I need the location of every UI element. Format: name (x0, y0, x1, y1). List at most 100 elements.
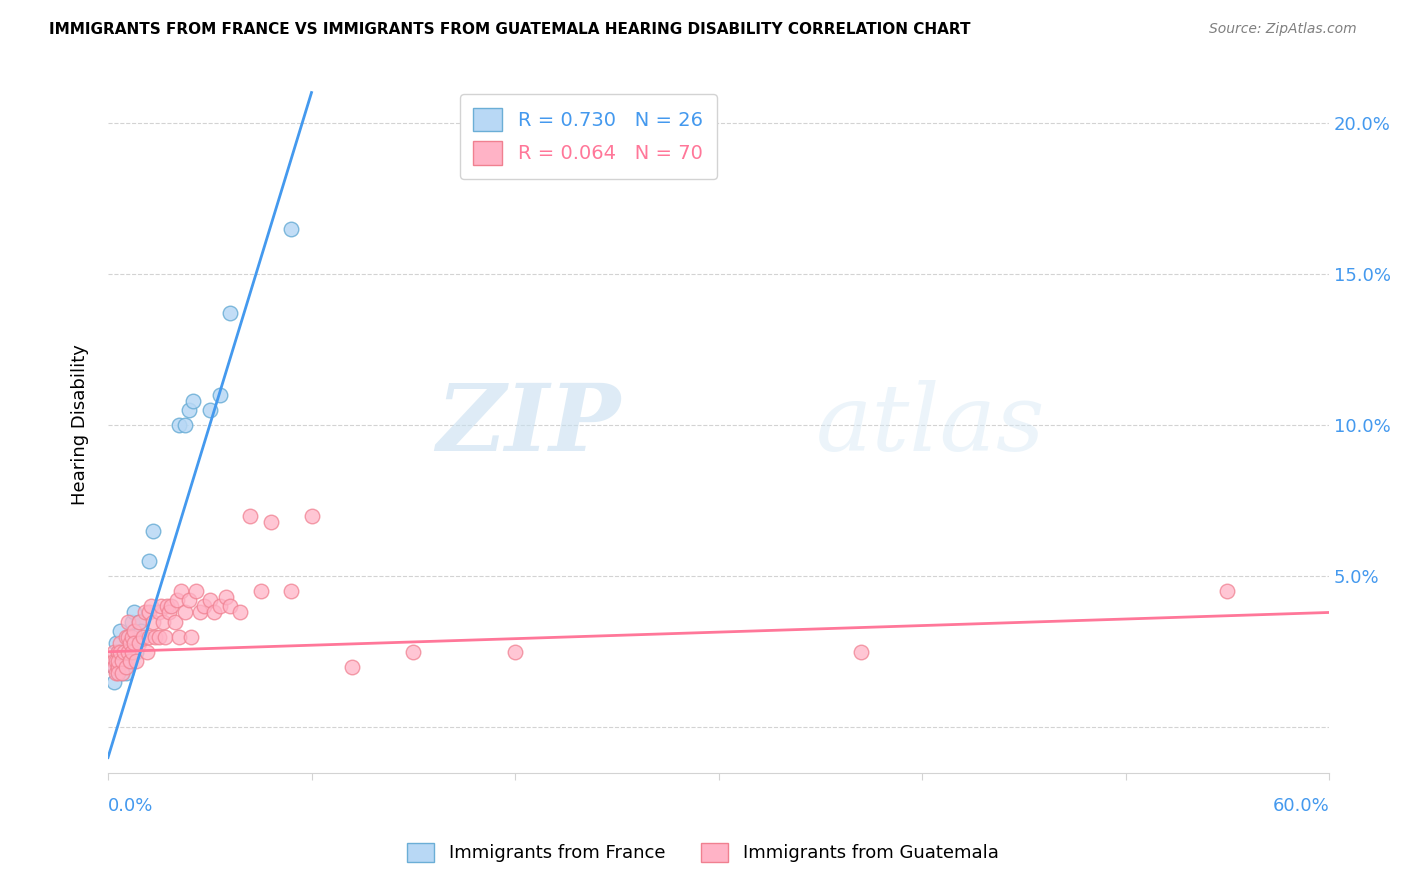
Point (105, 665, 128, 680)
Point (115, 665, 138, 680)
Point (249, 584, 271, 599)
Point (103, 660, 125, 674)
Legend: Immigrants from France, Immigrants from Guatemala: Immigrants from France, Immigrants from … (399, 836, 1007, 870)
Point (180, 630, 202, 644)
Point (148, 606, 170, 620)
Point (107, 665, 129, 680)
Point (135, 645, 157, 659)
Point (193, 599, 215, 614)
Point (129, 624, 152, 638)
Point (202, 606, 225, 620)
Point (301, 508, 323, 523)
Point (121, 645, 143, 659)
Y-axis label: Hearing Disability: Hearing Disability (72, 344, 89, 506)
Point (156, 599, 179, 614)
Point (342, 660, 364, 674)
Point (131, 630, 153, 644)
Point (157, 606, 180, 620)
Point (280, 221, 302, 235)
Point (260, 515, 283, 529)
Point (138, 554, 160, 568)
Point (165, 615, 187, 629)
Point (142, 524, 165, 538)
Point (117, 630, 139, 644)
Point (121, 615, 143, 629)
Point (184, 584, 207, 599)
Point (108, 645, 131, 659)
Text: atlas: atlas (817, 380, 1046, 470)
Point (124, 606, 146, 620)
Point (174, 418, 197, 433)
Point (125, 654, 148, 668)
Point (153, 630, 176, 644)
Text: 0.0%: 0.0% (108, 797, 153, 815)
Point (108, 636, 131, 650)
Point (219, 599, 242, 614)
Point (117, 615, 139, 629)
Point (120, 636, 142, 650)
Point (143, 630, 166, 644)
Point (160, 599, 183, 614)
Text: ZIP: ZIP (437, 380, 621, 470)
Point (179, 403, 201, 417)
Text: IMMIGRANTS FROM FRANCE VS IMMIGRANTS FROM GUATEMALA HEARING DISABILITY CORRELATI: IMMIGRANTS FROM FRANCE VS IMMIGRANTS FRO… (49, 22, 970, 37)
Point (167, 418, 190, 433)
Point (1216, 584, 1239, 599)
Point (125, 645, 148, 659)
Point (188, 606, 211, 620)
Point (402, 645, 425, 659)
Point (111, 665, 134, 680)
Point (149, 599, 172, 614)
Point (103, 660, 125, 674)
Point (183, 393, 205, 408)
Point (215, 591, 238, 605)
Point (208, 388, 231, 402)
Point (198, 403, 221, 417)
Text: 60.0%: 60.0% (1272, 797, 1329, 815)
Point (128, 615, 150, 629)
Point (120, 654, 142, 668)
Point (107, 645, 129, 659)
Legend: R = 0.730   N = 26, R = 0.064   N = 70: R = 0.730 N = 26, R = 0.064 N = 70 (460, 95, 717, 178)
Point (138, 630, 160, 644)
Point (152, 615, 174, 629)
Point (179, 593, 201, 607)
Point (166, 593, 188, 607)
Point (239, 508, 262, 523)
Point (167, 630, 190, 644)
Point (105, 654, 128, 668)
Point (107, 645, 129, 659)
Point (108, 624, 131, 638)
Point (103, 645, 125, 659)
Point (174, 606, 197, 620)
Point (107, 654, 129, 668)
Point (103, 675, 125, 690)
Point (121, 630, 143, 644)
Point (112, 654, 135, 668)
Point (170, 584, 193, 599)
Point (115, 660, 138, 674)
Point (111, 654, 134, 668)
Point (142, 615, 165, 629)
Point (503, 645, 526, 659)
Point (115, 630, 138, 644)
Text: Source: ZipAtlas.com: Source: ZipAtlas.com (1209, 22, 1357, 37)
Point (208, 599, 231, 614)
Point (117, 654, 139, 668)
Point (139, 599, 162, 614)
Point (105, 636, 128, 650)
Point (128, 615, 150, 629)
Point (849, 645, 872, 659)
Point (138, 606, 160, 620)
Point (198, 593, 221, 607)
Point (280, 584, 302, 599)
Point (229, 606, 252, 620)
Point (124, 636, 146, 650)
Point (148, 630, 170, 644)
Point (107, 660, 129, 674)
Point (124, 624, 146, 638)
Point (128, 636, 150, 650)
Point (112, 645, 135, 659)
Point (134, 606, 156, 620)
Point (111, 665, 134, 680)
